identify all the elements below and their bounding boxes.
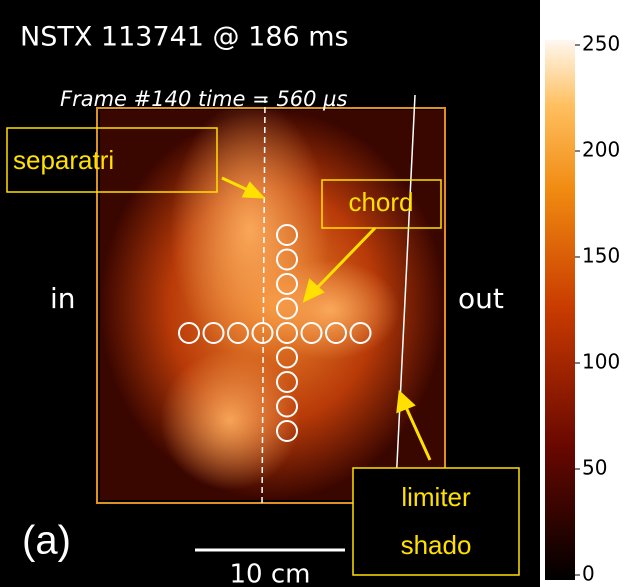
scale-label: 10 cm — [230, 560, 311, 587]
frame-label: Frame #140 time = 560 µs — [60, 87, 347, 111]
chord-circle — [276, 248, 298, 271]
annotation-box — [352, 467, 520, 576]
chord-circle — [276, 346, 298, 369]
view-box — [96, 107, 446, 504]
chord-circle — [227, 322, 249, 344]
tick-label: 250 — [582, 32, 620, 56]
annotation: limiter — [401, 482, 471, 512]
plasma-blob — [160, 350, 300, 490]
chord-circle — [276, 273, 298, 295]
chord-circle — [276, 297, 298, 320]
annotation: chord — [348, 187, 413, 217]
chord-circle — [349, 322, 372, 344]
chord-circle — [325, 322, 347, 344]
tick-label: 50 — [582, 456, 607, 480]
chord-circles — [178, 224, 372, 442]
inboard-label: in — [50, 282, 76, 315]
annotation-box — [321, 179, 442, 229]
chord-circle — [276, 420, 298, 442]
colorbar — [545, 40, 575, 580]
chord-circle — [178, 322, 200, 344]
chord-circle — [276, 371, 298, 393]
tick-label: 200 — [582, 138, 620, 162]
chord-circle — [251, 322, 274, 344]
annotation: separatri — [13, 145, 114, 175]
chord-circle — [276, 395, 298, 418]
chord-circle — [276, 224, 298, 246]
chord-circle — [300, 322, 323, 344]
chord-circle — [276, 322, 298, 344]
tick-label: 100 — [582, 350, 620, 374]
panel-label: (a) — [22, 519, 71, 563]
plasma-blob — [260, 260, 400, 360]
tick-label: 150 — [582, 244, 620, 268]
title: NSTX 113741 @ 186 ms — [20, 22, 349, 53]
arrows — [221, 176, 432, 461]
annotation-box — [6, 127, 218, 193]
annotation: shado — [401, 530, 472, 560]
separatrix-line — [261, 96, 266, 506]
tick-label: 0 — [582, 562, 595, 586]
colorbar-ticks: 0 50 100 150 200 250 — [575, 32, 620, 586]
chord-circle — [202, 322, 225, 344]
outboard-label: out — [458, 282, 504, 315]
limiter-line — [394, 94, 416, 506]
